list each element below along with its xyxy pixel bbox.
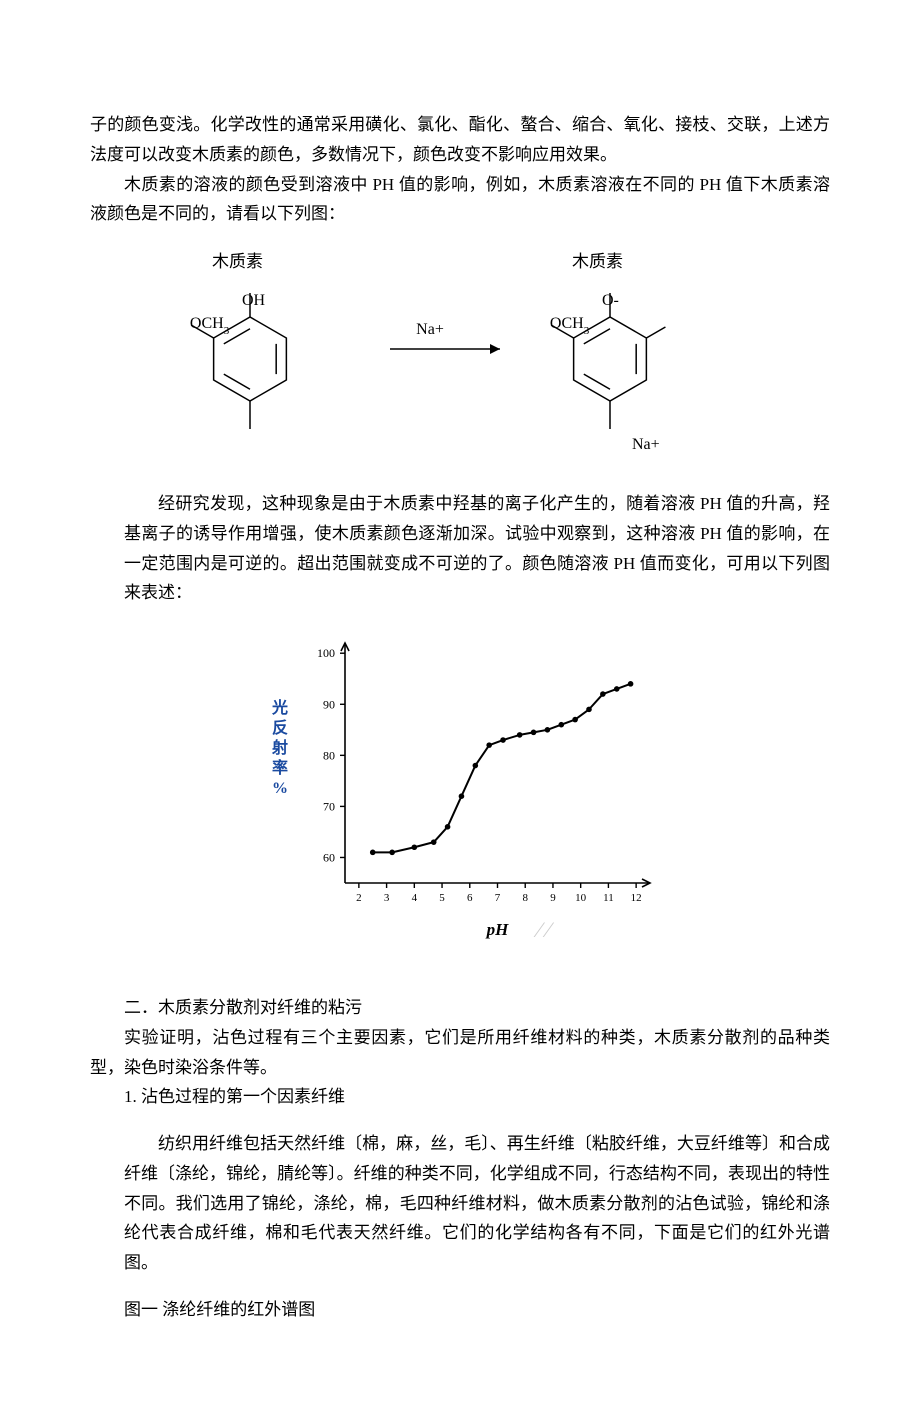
svg-text:⁄ ⁄: ⁄ ⁄ xyxy=(534,917,555,942)
svg-text:光: 光 xyxy=(271,698,288,717)
reaction-svg: OCH3 OH 木质素 Na+ OCH3 O- 木质素 Na+ xyxy=(140,239,780,469)
svg-text:3: 3 xyxy=(384,892,390,904)
paragraph-explanation-1: 经研究发现，这种现象是由于木质素中羟基的离子化产生的，随着溶液 PH 值的升高，… xyxy=(124,489,830,608)
svg-text:OH: OH xyxy=(242,292,266,309)
paragraph-ph-intro: 木质素的溶液的颜色受到溶液中 PH 值的影响，例如，木质素溶液在不同的 PH 值… xyxy=(90,170,830,230)
section-2-intro: 实验证明，沾色过程有三个主要因素，它们是所用纤维材料的种类，木质素分散剂的品种类… xyxy=(90,1023,830,1083)
svg-text:100: 100 xyxy=(317,646,335,660)
subitem-1-body: 纺织用纤维包括天然纤维〔棉，麻，丝，毛〕、再生纤维〔粘胶纤维，大豆纤维等〕和合成… xyxy=(124,1129,830,1278)
svg-text:11: 11 xyxy=(603,892,614,904)
svg-text:5: 5 xyxy=(439,892,445,904)
chart-svg: 60 70 80 90 100 2 3 4 5 6 7 8 9 10 11 12 光反射率% pH ⁄ ⁄ xyxy=(250,623,670,953)
svg-text:O-: O- xyxy=(602,292,619,309)
svg-text:2: 2 xyxy=(356,892,362,904)
svg-text:8: 8 xyxy=(522,892,528,904)
svg-text:木质素: 木质素 xyxy=(212,252,263,271)
svg-text:木质素: 木质素 xyxy=(572,252,623,271)
svg-text:90: 90 xyxy=(323,697,335,711)
svg-text:反: 反 xyxy=(272,719,288,737)
svg-text:9: 9 xyxy=(550,892,556,904)
svg-text:70: 70 xyxy=(323,799,335,813)
svg-text:Na+: Na+ xyxy=(416,321,444,338)
svg-text:7: 7 xyxy=(495,892,501,904)
reflectance-chart: 60 70 80 90 100 2 3 4 5 6 7 8 9 10 11 12 光反射率% pH ⁄ ⁄ xyxy=(90,623,830,953)
figure-1-caption: 图一 涤纶纤维的红外谱图 xyxy=(124,1295,830,1325)
svg-text:OCH3: OCH3 xyxy=(190,315,230,337)
svg-text:Na+: Na+ xyxy=(632,436,660,453)
svg-text:60: 60 xyxy=(323,850,335,864)
section-2-title: 二．木质素分散剂对纤维的粘污 xyxy=(90,993,830,1023)
svg-text:6: 6 xyxy=(467,892,473,904)
svg-text:pH: pH xyxy=(485,920,510,939)
svg-text:射: 射 xyxy=(271,738,288,757)
svg-text:10: 10 xyxy=(575,892,587,904)
subitem-1-title: 1. 沾色过程的第一个因素纤维 xyxy=(90,1082,830,1112)
svg-text:80: 80 xyxy=(323,748,335,762)
svg-text:率: 率 xyxy=(272,758,288,777)
paragraph-continuation: 子的颜色变浅。化学改性的通常采用磺化、氯化、酯化、螯合、缩合、氧化、接枝、交联，… xyxy=(90,110,830,170)
svg-text:OCH3: OCH3 xyxy=(550,315,590,337)
svg-text:12: 12 xyxy=(631,892,642,904)
reaction-diagram: OCH3 OH 木质素 Na+ OCH3 O- 木质素 Na+ xyxy=(90,239,830,469)
svg-text:4: 4 xyxy=(412,892,418,904)
svg-text:%: % xyxy=(272,780,288,797)
